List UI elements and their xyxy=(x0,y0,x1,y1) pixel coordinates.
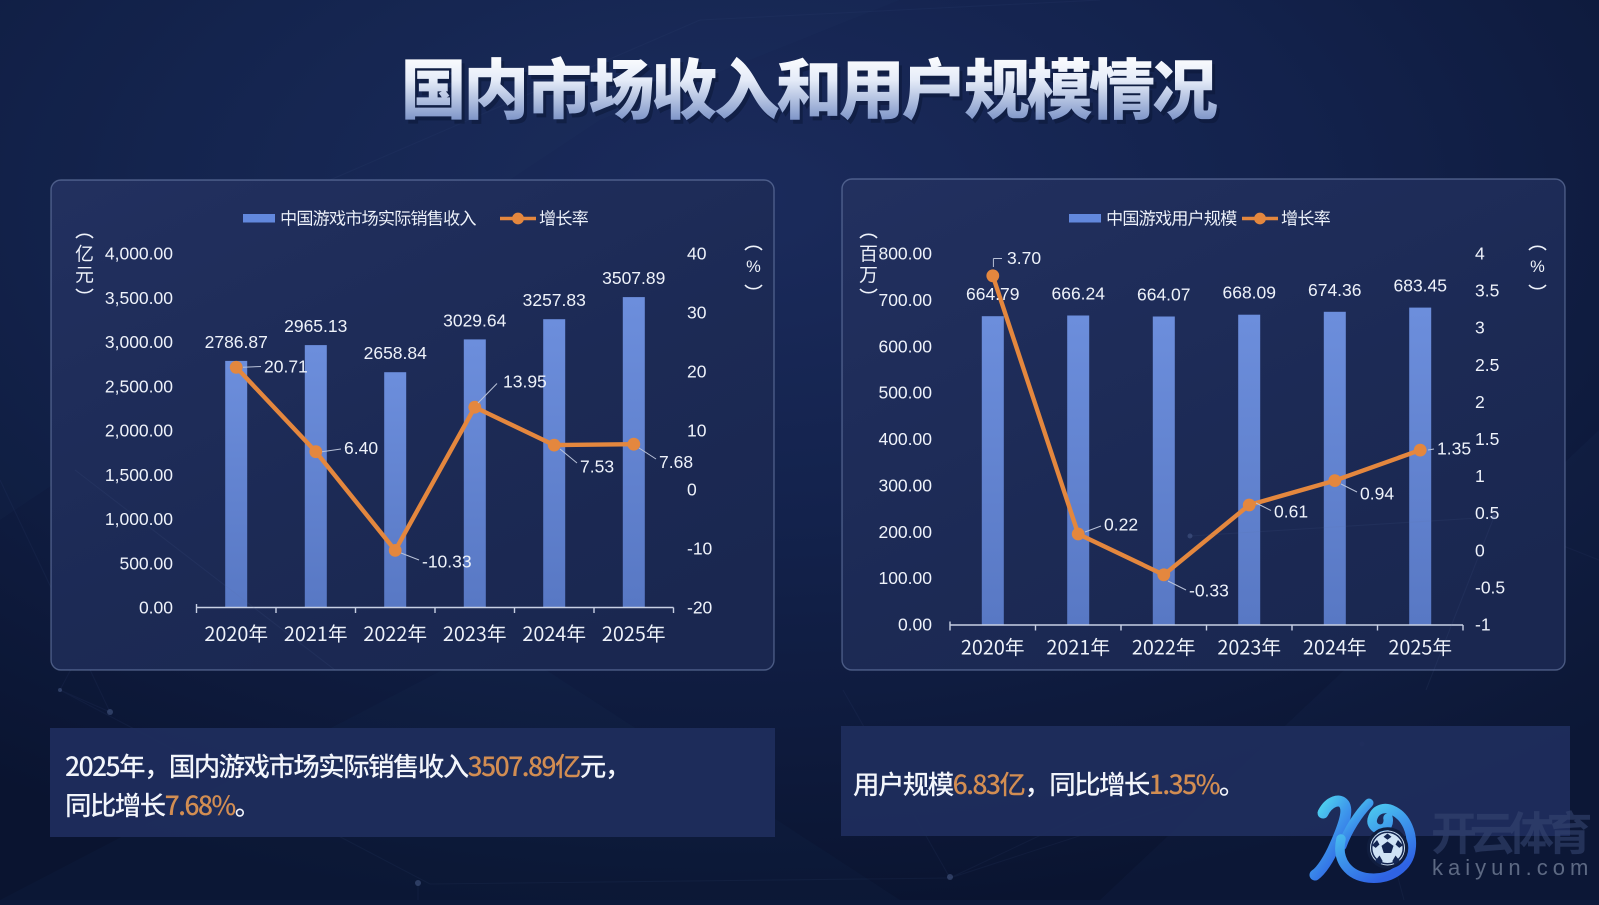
svg-text:-0.5: -0.5 xyxy=(1475,577,1505,597)
svg-text:1,500.00: 1,500.00 xyxy=(105,465,173,485)
svg-text:-20: -20 xyxy=(687,598,713,618)
svg-text:664.79: 664.79 xyxy=(966,284,1020,304)
svg-text:40: 40 xyxy=(687,244,707,264)
svg-text:0.94: 0.94 xyxy=(1360,484,1394,504)
svg-text:2,000.00: 2,000.00 xyxy=(105,421,173,441)
svg-text:0.5: 0.5 xyxy=(1475,503,1499,523)
svg-text:300.00: 300.00 xyxy=(878,475,932,495)
svg-text:0.00: 0.00 xyxy=(898,615,932,635)
svg-text:100.00: 100.00 xyxy=(878,568,932,588)
svg-text:3507.89: 3507.89 xyxy=(602,268,665,288)
svg-text:3,500.00: 3,500.00 xyxy=(105,288,173,308)
svg-text:3.70: 3.70 xyxy=(1007,248,1041,268)
svg-text:7.68: 7.68 xyxy=(659,452,693,472)
svg-text:13.95: 13.95 xyxy=(503,372,547,392)
svg-text:3029.64: 3029.64 xyxy=(443,310,507,330)
svg-text:10: 10 xyxy=(687,421,707,441)
svg-text:-1: -1 xyxy=(1475,615,1491,635)
svg-text:2: 2 xyxy=(1475,392,1485,412)
svg-text:%: % xyxy=(746,258,761,276)
svg-text:200.00: 200.00 xyxy=(878,522,932,542)
svg-text:700.00: 700.00 xyxy=(878,290,932,310)
svg-text:674.36: 674.36 xyxy=(1308,280,1362,300)
svg-text:%: % xyxy=(1530,258,1545,276)
svg-text:2658.84: 2658.84 xyxy=(364,343,428,363)
svg-text:800.00: 800.00 xyxy=(878,244,932,264)
svg-text:0: 0 xyxy=(1475,540,1485,560)
svg-text:0: 0 xyxy=(687,480,697,500)
svg-text:500.00: 500.00 xyxy=(878,383,932,403)
svg-text:683.45: 683.45 xyxy=(1393,276,1447,296)
svg-text:1,000.00: 1,000.00 xyxy=(105,509,173,529)
svg-text:664.07: 664.07 xyxy=(1137,285,1191,305)
svg-text:4: 4 xyxy=(1475,244,1485,264)
svg-text:2965.13: 2965.13 xyxy=(284,316,347,336)
svg-text:-10.33: -10.33 xyxy=(422,552,472,572)
svg-text:666.24: 666.24 xyxy=(1051,284,1105,304)
svg-text:1.35: 1.35 xyxy=(1437,439,1471,459)
svg-text:500.00: 500.00 xyxy=(119,553,173,573)
svg-text:2.5: 2.5 xyxy=(1475,355,1499,375)
svg-text:-0.33: -0.33 xyxy=(1189,581,1229,601)
svg-text:668.09: 668.09 xyxy=(1222,283,1276,303)
svg-text:20.71: 20.71 xyxy=(264,357,308,377)
svg-text:1: 1 xyxy=(1475,466,1485,486)
svg-text:3: 3 xyxy=(1475,318,1485,338)
svg-text:2,500.00: 2,500.00 xyxy=(105,376,173,396)
svg-text:400.00: 400.00 xyxy=(878,429,932,449)
svg-text:6.40: 6.40 xyxy=(344,438,378,458)
svg-text:3.5: 3.5 xyxy=(1475,281,1499,301)
svg-text:4,000.00: 4,000.00 xyxy=(105,244,173,264)
svg-text:7.53: 7.53 xyxy=(580,457,614,477)
svg-text:0.22: 0.22 xyxy=(1104,515,1138,535)
svg-text:1.5: 1.5 xyxy=(1475,429,1499,449)
svg-text:kaiyun.com: kaiyun.com xyxy=(1432,855,1593,880)
svg-text:2786.87: 2786.87 xyxy=(205,332,268,352)
svg-text:0.00: 0.00 xyxy=(139,598,173,618)
svg-text:-10: -10 xyxy=(687,539,713,559)
svg-text:600.00: 600.00 xyxy=(878,336,932,356)
svg-text:3,000.00: 3,000.00 xyxy=(105,332,173,352)
svg-text:0.61: 0.61 xyxy=(1274,502,1308,522)
svg-text:30: 30 xyxy=(687,303,707,323)
svg-text:3257.83: 3257.83 xyxy=(523,290,586,310)
svg-text:20: 20 xyxy=(687,362,707,382)
